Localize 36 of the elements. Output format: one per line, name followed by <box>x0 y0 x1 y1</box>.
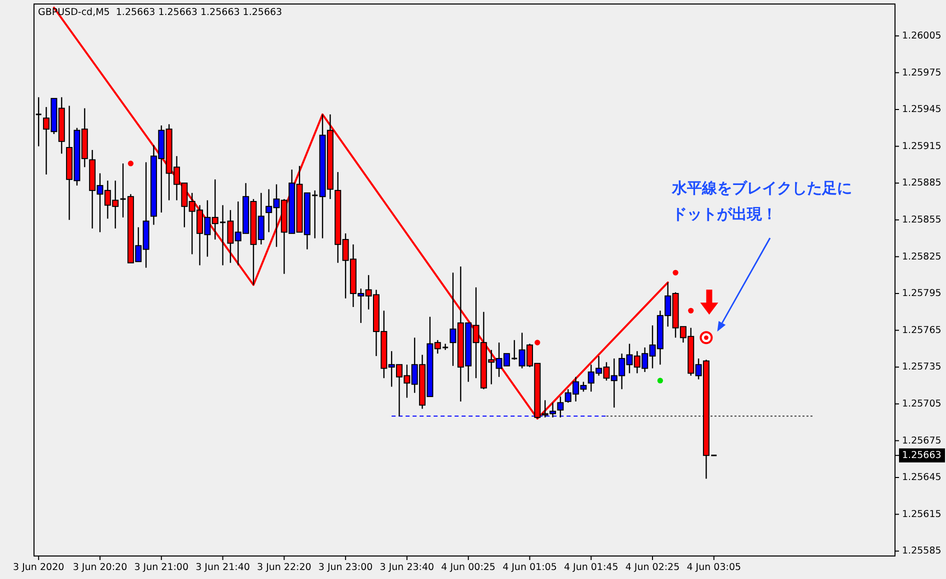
y-tick-label: 1.25705 <box>902 398 942 410</box>
annotation: ドットが出現！ <box>672 205 777 223</box>
x-tick-label: 3 Jun 23:40 <box>380 562 434 573</box>
y-tick-label: 1.25855 <box>902 214 942 226</box>
point <box>672 270 678 276</box>
x-tick-label: 3 Jun 23:00 <box>318 562 373 573</box>
point <box>657 378 663 384</box>
y-tick-label: 1.25825 <box>902 251 942 262</box>
y-tick-label: 1.26005 <box>902 30 942 42</box>
x-tick-label: 4 Jun 00:25 <box>441 562 496 573</box>
x-tick-label: 4 Jun 02:25 <box>625 562 680 573</box>
x-tick-label: 3 Jun 21:40 <box>196 562 250 573</box>
y-tick-label: 1.25765 <box>902 324 942 336</box>
y-tick-label: 1.25915 <box>902 140 942 152</box>
y-tick-label: 1.25975 <box>902 67 942 78</box>
y-tick-label: 1.25735 <box>902 362 942 373</box>
x-tick-label: 3 Jun 20:20 <box>72 562 128 573</box>
ref-line-label: 1.25663 <box>902 450 942 462</box>
x-tick-label: 4 Jun 01:45 <box>564 562 618 573</box>
y-tick-label: 1.25645 <box>902 472 942 484</box>
point <box>128 160 134 166</box>
y-tick-label: 1.25795 <box>902 288 942 300</box>
x-tick-label: 3 Jun 2020 <box>13 562 64 573</box>
point <box>688 308 694 314</box>
y-tick-label: 1.25615 <box>902 508 942 520</box>
point <box>534 340 540 346</box>
x-tick-label: 3 Jun 21:00 <box>134 562 189 573</box>
x-tick-label: 4 Jun 03:05 <box>686 562 742 573</box>
y-tick-label: 1.25675 <box>902 435 942 446</box>
x-tick-label: 4 Jun 01:05 <box>502 562 557 573</box>
y-tick-label: 1.25945 <box>902 104 942 116</box>
y-tick-label: 1.25585 <box>902 546 942 557</box>
y-tick-label: 1.25885 <box>902 178 942 189</box>
x-tick-label: 3 Jun 22:20 <box>257 562 312 573</box>
annotation: 水平線をブレイクした足に <box>671 179 852 197</box>
point <box>700 331 713 344</box>
